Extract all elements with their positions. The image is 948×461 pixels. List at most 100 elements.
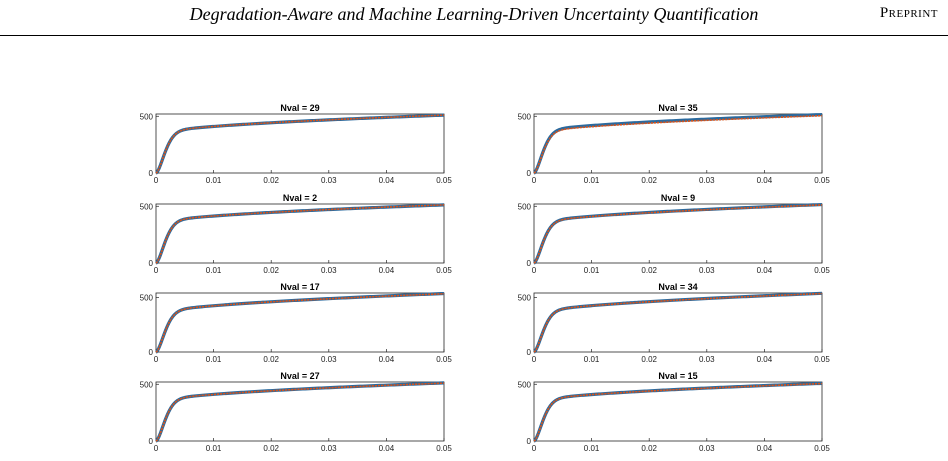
axes-box (533, 381, 823, 442)
x-tick-label: 0.02 (263, 266, 279, 275)
subplot-8: Nval = 15 0 0.01 0.02 0.03 0.04 0.05 0 500 (518, 371, 831, 453)
subplot-title: Nval = 15 (658, 371, 697, 381)
header-preprint-tag: Preprint (879, 5, 938, 21)
x-tick-label: 0.03 (699, 444, 715, 453)
axes-box (533, 292, 823, 353)
y-tick-label: 500 (518, 202, 532, 211)
subplot-title: Nval = 34 (658, 282, 697, 292)
x-tick-label: 0.03 (699, 176, 715, 185)
axes-box (533, 113, 823, 174)
subplot-5: Nval = 17 0 0.01 0.02 0.03 0.04 0.05 0 500 (140, 282, 453, 364)
x-tick-label: 0.01 (206, 355, 222, 364)
series-line-orange (155, 114, 445, 174)
subplot-3: Nval = 2 0 0.01 0.02 0.03 0.04 0.05 0 500 (140, 193, 453, 275)
y-tick-label: 0 (527, 169, 532, 178)
series-line-orange (533, 114, 823, 174)
subplot-title: Nval = 27 (280, 371, 319, 381)
x-tick-label: 0.05 (814, 176, 830, 185)
x-tick-label: 0.05 (814, 444, 830, 453)
series-line-orange (155, 292, 445, 353)
y-tick-label: 0 (149, 259, 154, 268)
x-tick-label: 0.04 (757, 176, 773, 185)
x-tick-label: 0.01 (206, 266, 222, 275)
subplot-7: Nval = 27 0 0.01 0.02 0.03 0.04 0.05 0 500 (140, 371, 453, 453)
x-tick-label: 0.03 (321, 176, 337, 185)
x-tick-label: 0.04 (379, 444, 395, 453)
axes-box (155, 292, 445, 353)
running-header: Degradation-Aware and Machine Learning-D… (0, 0, 948, 40)
subplot-title: Nval = 2 (283, 193, 317, 203)
x-tick-label: 0.04 (757, 355, 773, 364)
x-tick-label: 0.01 (584, 355, 600, 364)
x-tick-label: 0.04 (379, 266, 395, 275)
y-tick-label: 500 (140, 202, 154, 211)
subplot-1: Nval = 29 0 0.01 0.02 0.03 0.04 0.05 0 500 (140, 103, 453, 185)
y-tick-label: 500 (140, 293, 154, 302)
x-tick-label: 0 (532, 176, 537, 185)
x-tick-label: 0.01 (584, 176, 600, 185)
y-tick-label: 500 (518, 380, 532, 389)
x-tick-label: 0.05 (436, 266, 452, 275)
series-line-orange (155, 204, 445, 264)
axes-box (155, 381, 445, 442)
y-tick-label: 0 (527, 259, 532, 268)
subplot-title: Nval = 29 (280, 103, 319, 113)
subplot-title: Nval = 35 (658, 103, 697, 113)
x-tick-label: 0.05 (814, 355, 830, 364)
x-tick-label: 0 (532, 266, 537, 275)
x-tick-label: 0 (532, 355, 537, 364)
x-tick-label: 0.03 (699, 355, 715, 364)
series-line-orange (533, 382, 823, 442)
x-tick-label: 0.04 (379, 355, 395, 364)
y-tick-label: 500 (518, 293, 532, 302)
x-tick-label: 0 (154, 176, 159, 185)
x-tick-label: 0.02 (641, 444, 657, 453)
x-tick-label: 0.05 (814, 266, 830, 275)
x-tick-label: 0.03 (321, 355, 337, 364)
x-tick-label: 0.05 (436, 444, 452, 453)
x-tick-label: 0 (154, 266, 159, 275)
x-tick-label: 0.02 (641, 355, 657, 364)
x-tick-label: 0.04 (757, 444, 773, 453)
y-tick-label: 500 (140, 380, 154, 389)
x-tick-label: 0.01 (206, 176, 222, 185)
x-tick-label: 0.04 (757, 266, 773, 275)
x-tick-label: 0.01 (584, 444, 600, 453)
header-title: Degradation-Aware and Machine Learning-D… (189, 4, 759, 24)
axes-box (533, 203, 823, 264)
x-tick-label: 0.05 (436, 355, 452, 364)
x-tick-label: 0 (154, 355, 159, 364)
y-tick-label: 500 (518, 112, 532, 121)
subplot-title: Nval = 17 (280, 282, 319, 292)
x-tick-label: 0.02 (641, 176, 657, 185)
x-tick-label: 0 (154, 444, 159, 453)
header-rule (0, 35, 948, 36)
x-tick-label: 0 (532, 444, 537, 453)
x-tick-label: 0.05 (436, 176, 452, 185)
y-tick-label: 0 (527, 348, 532, 357)
subplot-2: Nval = 35 0 0.01 0.02 0.03 0.04 0.05 0 500 (518, 103, 831, 185)
series-line-orange (155, 382, 445, 442)
x-tick-label: 0.03 (321, 444, 337, 453)
x-tick-label: 0.02 (641, 266, 657, 275)
y-tick-label: 0 (149, 437, 154, 446)
x-tick-label: 0.01 (584, 266, 600, 275)
x-tick-label: 0.02 (263, 176, 279, 185)
x-tick-label: 0.01 (206, 444, 222, 453)
series-line-blue (532, 112, 823, 175)
subplot-title: Nval = 9 (661, 193, 695, 203)
y-tick-label: 0 (149, 348, 154, 357)
series-line-orange (533, 204, 823, 264)
y-tick-label: 0 (527, 437, 532, 446)
x-tick-label: 0.02 (263, 355, 279, 364)
subplot-6: Nval = 34 0 0.01 0.02 0.03 0.04 0.05 0 500 (518, 282, 831, 364)
axes-box (155, 203, 445, 264)
x-tick-label: 0.04 (379, 176, 395, 185)
axes-box (155, 113, 445, 174)
y-tick-label: 500 (140, 112, 154, 121)
x-tick-label: 0.03 (699, 266, 715, 275)
series-line-orange (533, 292, 823, 353)
subplot-4: Nval = 9 0 0.01 0.02 0.03 0.04 0.05 0 500 (518, 193, 831, 275)
x-tick-label: 0.03 (321, 266, 337, 275)
